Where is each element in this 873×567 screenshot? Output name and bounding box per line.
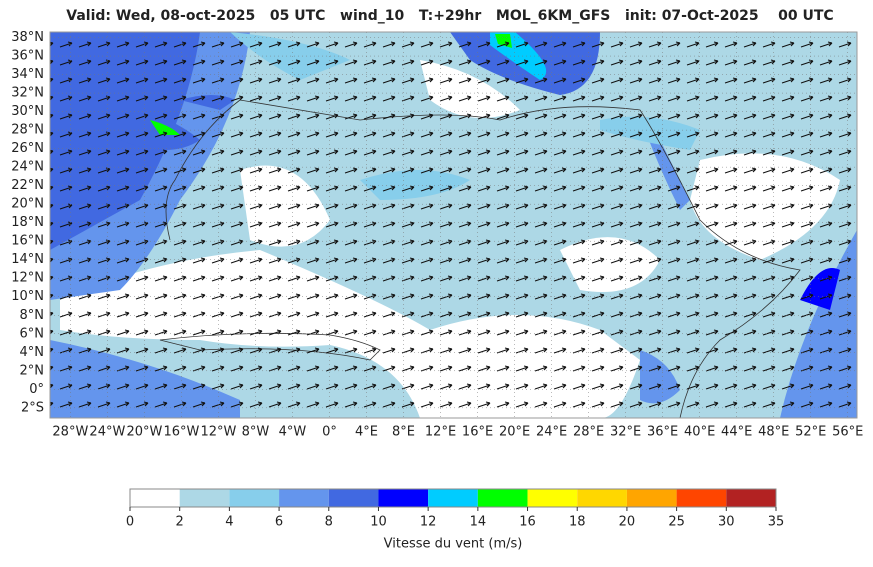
lon-label: 12°E — [425, 425, 456, 440]
colorbar-tick-label: 16 — [519, 515, 536, 530]
lat-label: 16°N — [11, 234, 44, 249]
lat-label: 28°N — [11, 123, 44, 138]
lat-label: 10°N — [11, 289, 44, 304]
colorbar-tick-label: 10 — [370, 515, 387, 530]
colorbar-tick-label: 6 — [275, 515, 283, 530]
lat-label: 0° — [29, 382, 44, 397]
wind-field — [50, 32, 857, 418]
lat-label: 12°N — [11, 271, 44, 286]
lon-label: 48°E — [758, 425, 789, 440]
lat-label: 6°N — [20, 326, 45, 341]
lat-label: 26°N — [11, 141, 44, 156]
colorbar-segment — [279, 489, 329, 507]
colorbar-tick-label: 35 — [768, 515, 785, 530]
colorbar-tick-label: 0 — [126, 515, 134, 530]
lat-label: 34°N — [11, 67, 44, 82]
lat-label: 4°N — [20, 345, 45, 360]
lat-label: 2°S — [21, 400, 44, 415]
map-title: Valid: Wed, 08-oct-2025 05 UTC wind_10 T… — [66, 8, 833, 24]
colorbar-segment — [328, 489, 379, 507]
colorbar-segment — [726, 489, 776, 507]
colorbar-tick-label: 20 — [619, 515, 636, 530]
colorbar-segment — [130, 489, 180, 507]
lat-label: 32°N — [11, 86, 44, 101]
colorbar-tick-label: 2 — [176, 515, 184, 530]
colorbar-tick-label: 8 — [325, 515, 333, 530]
lon-label: 44°E — [721, 425, 752, 440]
lon-label: 20°E — [499, 425, 530, 440]
lon-label: 32°E — [610, 425, 641, 440]
lat-label: 2°N — [20, 363, 45, 378]
lat-label: 8°N — [20, 308, 45, 323]
colorbar-segment — [626, 489, 677, 507]
lon-label: 20°W — [126, 425, 162, 440]
colorbar-segment — [577, 489, 627, 507]
colorbar-tick-label: 30 — [718, 515, 735, 530]
colorbar-segment — [428, 489, 478, 507]
lon-label: 16°E — [462, 425, 493, 440]
lon-label: 40°E — [684, 425, 715, 440]
graticule — [50, 32, 857, 418]
lon-label: 52°E — [795, 425, 826, 440]
colorbar-segment — [477, 489, 528, 507]
lat-label: 18°N — [11, 215, 44, 230]
colorbar-frame — [129, 488, 777, 508]
colorbar-segment — [527, 489, 578, 507]
lon-label: 24°W — [89, 425, 125, 440]
lon-label: 0° — [322, 425, 337, 440]
colorbar-segment — [378, 489, 429, 507]
lat-label: 24°N — [11, 160, 44, 175]
lat-label: 20°N — [11, 197, 44, 212]
colorbar-tick-label: 14 — [470, 515, 487, 530]
lat-label: 30°N — [11, 104, 44, 119]
colorbar-tick-label: 25 — [668, 515, 685, 530]
colorbar-segment — [179, 489, 230, 507]
lon-label: 36°E — [647, 425, 678, 440]
colorbar: 0 2 4 6 8 10 12 14 16 18 20 25 30 35 Vitesse du vent (… — [126, 488, 785, 552]
colorbar-label: Vitesse du vent (m/s) — [384, 537, 523, 552]
lat-label: 36°N — [11, 49, 44, 64]
map-frame — [49, 31, 858, 419]
lon-label: 28°W — [52, 425, 88, 440]
lat-label: 22°N — [11, 178, 44, 193]
lon-label: 28°E — [573, 425, 604, 440]
colorbar-tick-label: 12 — [420, 515, 437, 530]
colorbar-tick-label: 18 — [569, 515, 586, 530]
colorbar-tick-label: 4 — [225, 515, 233, 530]
lon-label: 12°W — [200, 425, 236, 440]
lon-label: 56°E — [832, 425, 863, 440]
lat-label: 14°N — [11, 252, 44, 267]
lon-label: 4°W — [279, 425, 307, 440]
lon-label: 4°E — [355, 425, 378, 440]
lon-label: 8°E — [392, 425, 415, 440]
colorbar-segment — [676, 489, 727, 507]
lon-label: 16°W — [163, 425, 199, 440]
lon-label: 8°W — [242, 425, 270, 440]
lon-label: 24°E — [536, 425, 567, 440]
lat-label: 38°N — [11, 30, 44, 45]
colorbar-segment — [229, 489, 280, 507]
